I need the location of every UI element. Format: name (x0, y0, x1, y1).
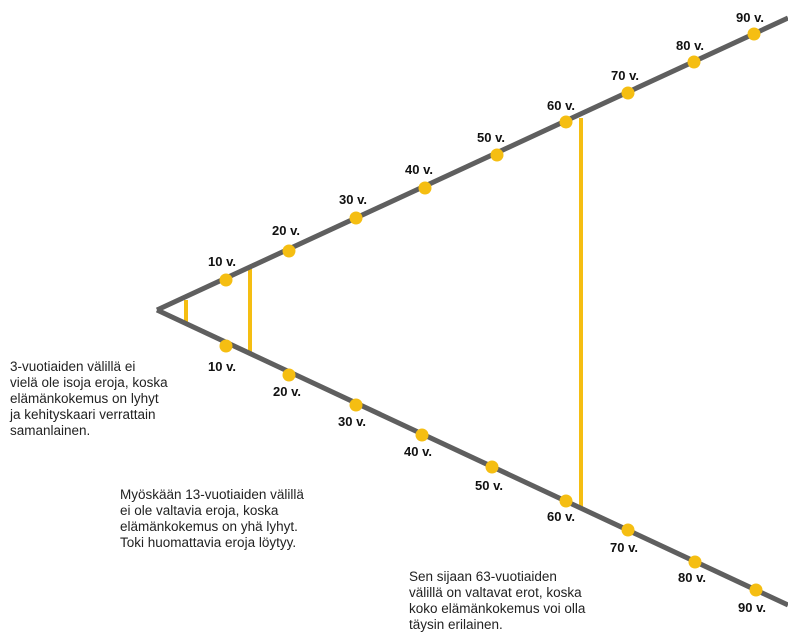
upper-age-marker (418, 181, 432, 195)
note-line: vielä ole isoja eroja, koska (10, 375, 168, 390)
lower-age-label: 90 v. (738, 600, 766, 615)
age-labels: 10 v. 20 v. 30 v. 40 v. 50 v. 60 v. 70 v. 80 v.… (208, 10, 766, 615)
note-line: 3-vuotiaiden välillä ei (10, 359, 136, 374)
note-63-year-olds: Sen sijaan 63-vuotiaiden välillä on valt… (409, 569, 585, 633)
lower-age-marker (485, 460, 499, 474)
note-line: Myöskään 13-vuotiaiden välillä (120, 487, 304, 502)
lower-age-marker (219, 339, 233, 353)
note-line: ei ole valtavia eroja, koska (120, 503, 279, 518)
age-markers (219, 27, 763, 597)
upper-age-marker (219, 273, 233, 287)
lower-age-label: 20 v. (273, 384, 301, 399)
upper-age-label: 90 v. (736, 10, 764, 25)
note-line: elämänkokemus on yhä lyhyt. (120, 519, 298, 534)
note-line: samanlainen. (10, 423, 91, 438)
upper-age-label: 20 v. (272, 223, 300, 238)
lower-age-label: 80 v. (678, 570, 706, 585)
upper-age-label: 80 v. (676, 38, 704, 53)
lower-age-marker (415, 428, 429, 442)
upper-age-marker (282, 244, 296, 258)
upper-age-marker (687, 55, 701, 69)
note-line: koko elämänkokemus voi olla (409, 601, 586, 616)
lower-age-marker (559, 494, 573, 508)
upper-age-marker (349, 211, 363, 225)
lower-life-line (155, 307, 788, 608)
upper-life-line (155, 15, 788, 313)
upper-age-marker (490, 148, 504, 162)
lower-age-marker (349, 398, 363, 412)
note-line: ja kehityskaari verrattain (10, 407, 156, 422)
note-line: välillä on valtavat erot, koska (409, 585, 582, 600)
lower-age-label: 50 v. (475, 478, 503, 493)
lower-age-label: 70 v. (610, 540, 638, 555)
note-line: täysin erilainen. (409, 617, 503, 632)
upper-age-label: 60 v. (547, 98, 575, 113)
note-3-year-olds: 3-vuotiaiden välillä ei vielä ole isoja … (10, 359, 168, 439)
upper-age-label: 50 v. (477, 130, 505, 145)
note-13-year-olds: Myöskään 13-vuotiaiden välillä ei ole va… (120, 487, 304, 551)
lower-age-marker (282, 368, 296, 382)
age-gap-connectors (184, 118, 583, 508)
lower-age-marker (688, 555, 702, 569)
upper-age-label: 10 v. (208, 254, 236, 269)
lower-age-label: 10 v. (208, 359, 236, 374)
upper-age-marker (747, 27, 761, 41)
lower-age-marker (621, 523, 635, 537)
lower-age-label: 30 v. (338, 414, 366, 429)
upper-age-marker (559, 115, 573, 129)
lower-age-marker (749, 583, 763, 597)
lower-age-label: 60 v. (547, 509, 575, 524)
note-line: elämänkokemus on lyhyt (10, 391, 159, 406)
note-line: Toki huomattavia eroja löytyy. (120, 535, 297, 550)
lower-age-label: 40 v. (404, 444, 432, 459)
note-line: Sen sijaan 63-vuotiaiden (409, 569, 557, 584)
upper-age-label: 70 v. (611, 68, 639, 83)
upper-age-label: 40 v. (405, 162, 433, 177)
upper-age-marker (621, 86, 635, 100)
upper-age-label: 30 v. (339, 192, 367, 207)
